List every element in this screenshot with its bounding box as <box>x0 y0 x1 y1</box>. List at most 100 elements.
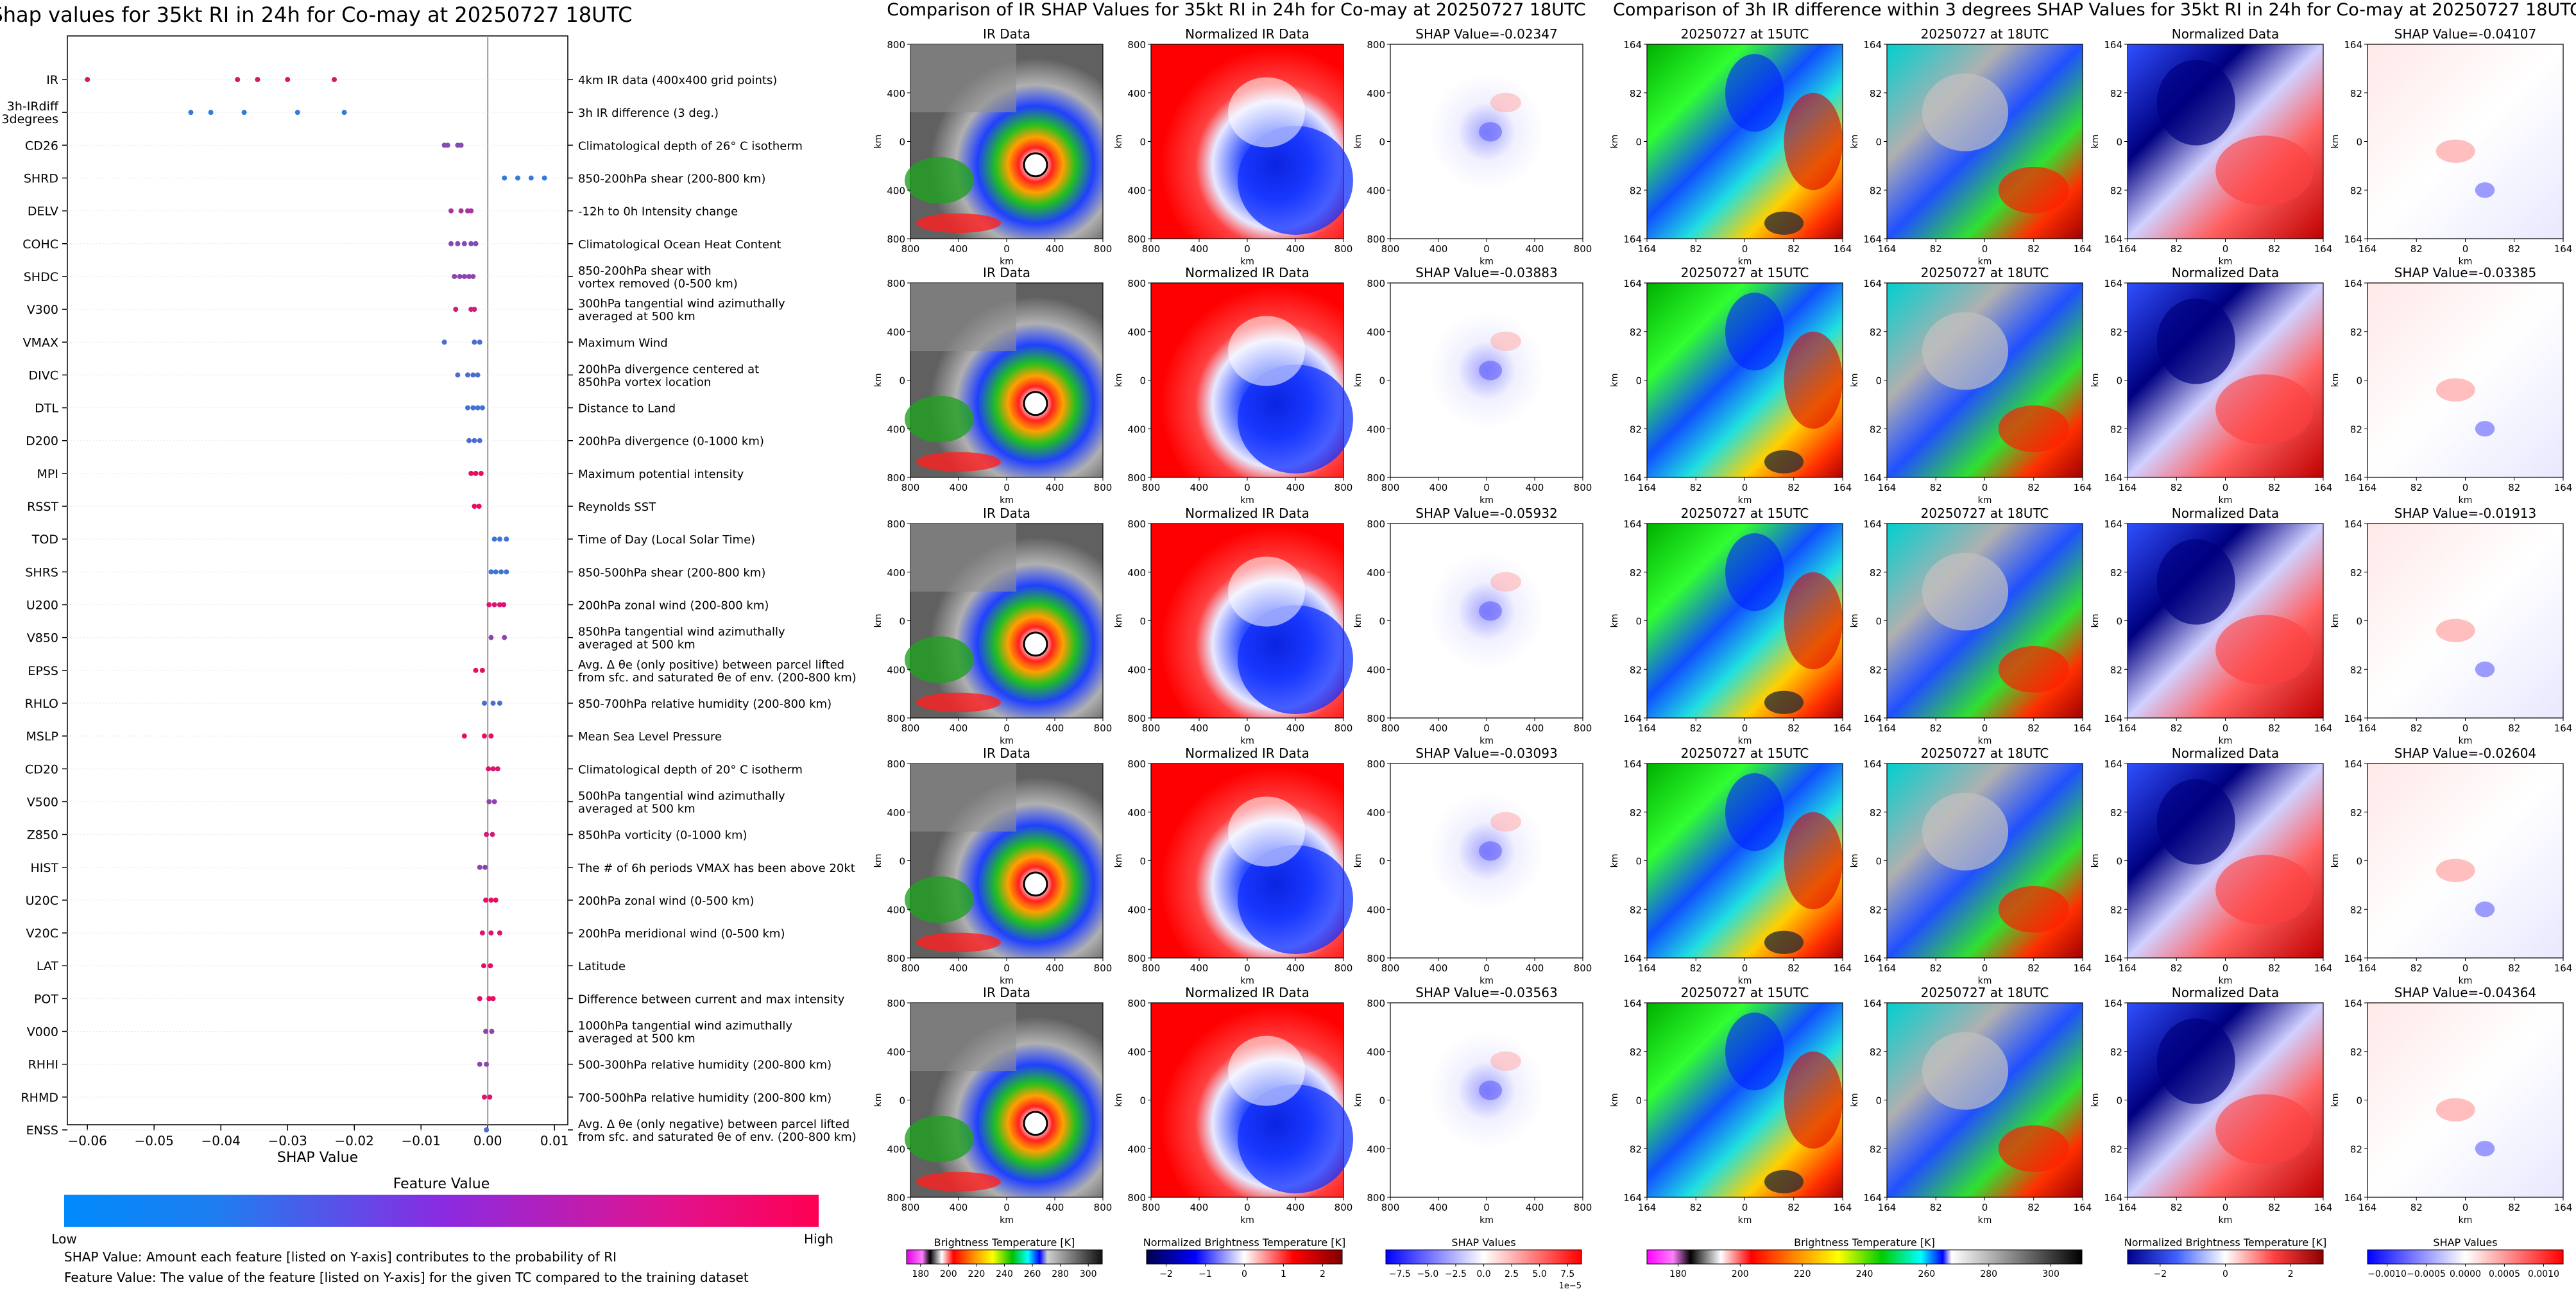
x-tick-label: 0 <box>1483 482 1490 493</box>
y-tick-label: 164 <box>1863 713 1882 724</box>
feature-desc: 300hPa tangential wind azimuthally averag… <box>578 297 785 323</box>
shap-point <box>466 273 472 279</box>
feature-label-epss: EPSS <box>28 664 58 678</box>
y-tick-label: 400 <box>1367 1046 1385 1058</box>
image-panel <box>1390 763 1583 959</box>
shap-blob <box>2475 1141 2495 1157</box>
colorbar <box>2127 1249 2324 1265</box>
x-tick-label: 164 <box>1878 722 1897 734</box>
x-tick-label: 800 <box>1335 243 1353 255</box>
y-tick-label: 800 <box>1127 713 1146 724</box>
y-tick-label: 164 <box>1623 518 1642 530</box>
y-tick-label: 800 <box>1367 713 1385 724</box>
y-tick-label: 800 <box>1127 758 1146 770</box>
x-axis-label: km <box>1240 736 1254 746</box>
y-tick-label: 400 <box>1127 423 1146 435</box>
colorbar-tick-label: 200 <box>1732 1269 1749 1279</box>
y-tick-label: 164 <box>2104 713 2122 724</box>
x-tick-label: 82 <box>2268 722 2280 734</box>
x-tick-label: 82 <box>2268 243 2280 255</box>
feature-label-hist: HIST <box>30 861 58 875</box>
shap-point <box>457 273 463 279</box>
shap-blob <box>1490 572 1521 592</box>
y-tick-label: 0 <box>1635 616 1642 627</box>
shap-point <box>484 1061 490 1067</box>
shap-point <box>495 766 500 772</box>
x-tick-label: 82 <box>2268 962 2280 974</box>
x-tick-label: 164 <box>2314 722 2333 734</box>
x-axis-label: km <box>1978 257 1992 267</box>
y-tick-label: 82 <box>1630 1143 1642 1155</box>
colorbar-tick-label: −2.5 <box>1445 1269 1467 1279</box>
feature-desc: 850-500hPa shear (200-800 km) <box>578 566 765 579</box>
shap-point <box>468 470 474 476</box>
shap-value-title: SHAP Value=-0.03093 <box>1415 746 1557 761</box>
x-tick-label: 400 <box>1526 1202 1544 1213</box>
shap-point <box>445 142 450 148</box>
x-axis-label: km <box>1480 736 1494 746</box>
y-tick-label: 82 <box>2350 1046 2362 1058</box>
x-tick-label: 164 <box>2554 962 2573 974</box>
x-tick-label: 800 <box>901 962 920 974</box>
x-tick-label: 164 <box>1834 962 1852 974</box>
panel-title: 20250727 at 18UTC <box>1921 26 2049 42</box>
x-tick-label: 164 <box>2314 1202 2333 1213</box>
x-tick-label: 400 <box>1190 722 1209 734</box>
shap-point <box>453 307 459 312</box>
y-tick-label: 0 <box>1635 375 1642 387</box>
colorbar <box>1646 1249 2083 1265</box>
shap-point <box>488 897 494 903</box>
x-tick-label: 800 <box>1142 962 1161 974</box>
panel-title: 20250727 at 15UTC <box>1681 746 1809 761</box>
y-tick-label: 400 <box>1127 664 1146 676</box>
x-axis-label: km <box>1000 495 1014 506</box>
y-axis-label: km <box>2090 1093 2101 1107</box>
colorbar-label: Brightness Temperature [K] <box>934 1236 1075 1249</box>
cloud-blob <box>1784 812 1843 910</box>
shap-point <box>466 438 472 443</box>
feature-label-rsst: RSST <box>27 500 58 514</box>
x-tick-label: 400 <box>1190 243 1209 255</box>
x-tick-label: 164 <box>2119 482 2137 493</box>
y-tick-label: 0 <box>1379 616 1385 627</box>
x-tick-label: 800 <box>1142 482 1161 493</box>
x-tick-label: 164 <box>1834 1202 1852 1213</box>
x-tick-label: 800 <box>1335 1202 1353 1213</box>
y-tick-label: 0 <box>2116 616 2122 627</box>
y-tick-label: 164 <box>1863 518 1882 530</box>
panel-title: 20250727 at 18UTC <box>1921 506 2049 521</box>
shap-point <box>489 1029 495 1034</box>
shap-point <box>490 700 496 706</box>
panel-title: Normalized IR Data <box>1185 265 1309 280</box>
x-tick-label: 0 <box>1483 962 1490 974</box>
cloud-blob <box>1725 533 1784 611</box>
y-tick-label: 0 <box>1379 1095 1385 1107</box>
y-axis-label: km <box>873 854 883 868</box>
x-tick-label: 164 <box>2554 722 2573 734</box>
feature-desc: Maximum Wind <box>578 336 668 350</box>
y-tick-label: 164 <box>2104 953 2122 964</box>
storm-eye <box>1023 391 1048 416</box>
x-tick-label: 800 <box>1381 1202 1400 1213</box>
x-tick-label: 0 <box>1003 482 1010 493</box>
y-tick-label: 400 <box>887 327 905 338</box>
x-axis-label: km <box>1000 1215 1014 1225</box>
middle-title: Comparison of IR SHAP Values for 35kt RI… <box>887 0 1585 20</box>
shap-point <box>483 897 489 903</box>
feature-label-rhhi: RHHI <box>28 1058 58 1072</box>
image-panel <box>2127 282 2324 478</box>
x-tick-label: 0 <box>1742 962 1748 974</box>
panel-title: Normalized Data <box>2172 985 2280 1000</box>
feature-desc: 200hPa zonal wind (0-500 km) <box>578 894 755 908</box>
feature-desc: Avg. Δ θe (only positive) between parcel… <box>578 658 857 685</box>
shap-point <box>235 77 241 82</box>
feature-label-cd20: CD20 <box>25 762 58 776</box>
convection-band <box>916 1172 1001 1191</box>
colorbar-tick-label: −0.0010 <box>2367 1269 2407 1279</box>
x-tick-label: 0 <box>2222 962 2229 974</box>
shap-point <box>475 372 481 378</box>
feature-desc: 200hPa zonal wind (200-800 km) <box>578 599 769 613</box>
norm-blob <box>1238 1084 1353 1193</box>
x-tick-label: 164 <box>2358 722 2377 734</box>
shap-point <box>294 110 300 115</box>
